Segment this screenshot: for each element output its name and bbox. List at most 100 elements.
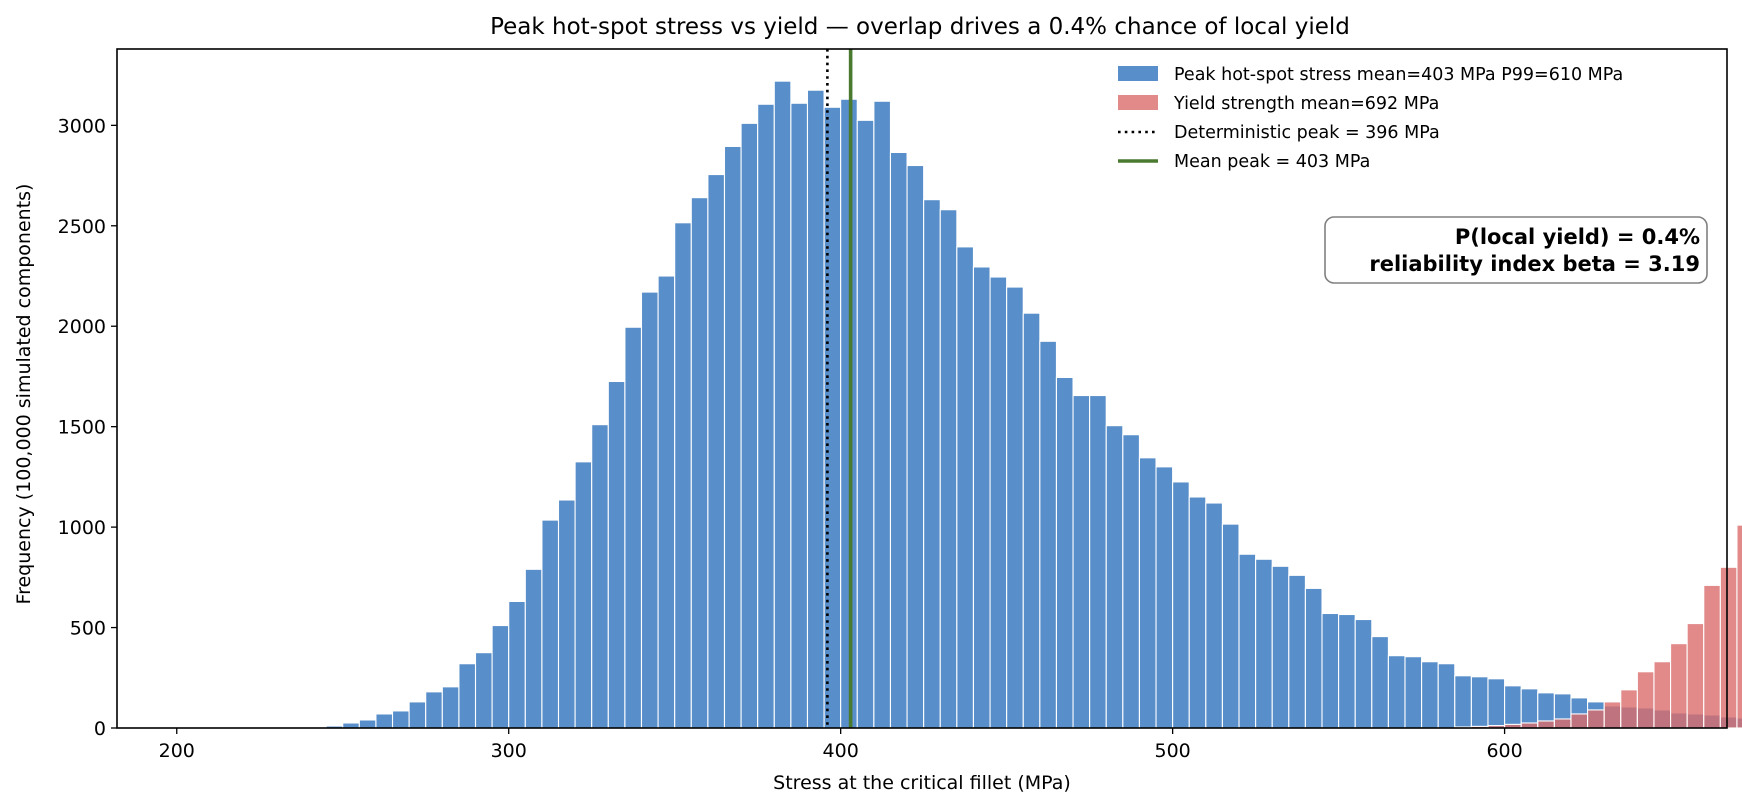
- histogram-bar-series-1: [524, 568, 543, 729]
- histogram-bar-series-1: [906, 164, 925, 729]
- histogram-bar-series-1: [591, 424, 609, 729]
- histogram-bar-series-1: [923, 199, 941, 729]
- histogram-bar-series-2: [1703, 584, 1721, 729]
- annotation-line-2: reliability index beta = 3.19: [1369, 252, 1700, 276]
- histogram-bar-series-1: [1006, 286, 1024, 729]
- histogram-bar-series-2: [1636, 671, 1655, 729]
- x-tick-label: 500: [1154, 740, 1190, 762]
- bars-layer: [308, 80, 1742, 729]
- histogram-bar-series-1: [873, 100, 892, 729]
- histogram-bar-series-1: [773, 80, 792, 729]
- annotation-frame: [1324, 216, 1708, 284]
- histogram-bar-series-1: [1172, 481, 1190, 729]
- histogram-bar-series-1: [1454, 675, 1472, 729]
- histogram-bar-series-1: [391, 710, 410, 729]
- histogram-bar-series-1: [425, 691, 443, 729]
- histogram-bar-series-1: [1255, 558, 1273, 729]
- histogram-bar-series-1: [956, 246, 975, 729]
- histogram-bar-series-1: [458, 663, 477, 729]
- histogram-bar-series-1: [972, 266, 991, 729]
- histogram-bar-series-1: [674, 222, 692, 729]
- histogram-bar-series-1: [1504, 685, 1522, 729]
- histogram-bar-series-1: [541, 519, 560, 729]
- histogram-bar-series-1: [1238, 553, 1257, 729]
- histogram-bar-series-1: [624, 326, 643, 729]
- histogram-bar-series-1: [1155, 466, 1174, 729]
- histogram-bar-series-1: [1288, 574, 1306, 729]
- histogram-bar-series-1: [939, 209, 958, 729]
- histogram-bar-series-1: [557, 499, 576, 729]
- histogram-bar-series-1: [607, 380, 626, 729]
- histogram-bar-series-1: [806, 89, 825, 729]
- legend-label-mean-peak: Mean peak = 403 MPa: [1174, 152, 1370, 172]
- histogram-bar-series-1: [1421, 661, 1439, 729]
- legend: Peak hot-spot stress mean=403 MPa P99=61…: [1118, 65, 1623, 172]
- histogram-bar-series-1: [1437, 663, 1456, 729]
- histogram-bar-series-2: [1620, 689, 1638, 729]
- ticks-layer: 200 300 400 500 600 0 500 1000 1500 2000 2500 3000: [58, 115, 1523, 762]
- annotation-line-1: P(local yield) = 0.4%: [1455, 225, 1700, 249]
- histogram-bar-series-1: [790, 102, 809, 729]
- histogram-bar-series-1: [1022, 312, 1041, 729]
- histogram-bar-series-1: [1089, 394, 1107, 729]
- legend-label-series-1: Peak hot-spot stress mean=403 MPa P99=61…: [1174, 65, 1623, 85]
- histogram-bar-series-1: [740, 122, 759, 729]
- legend-swatch-series-1: [1118, 66, 1158, 81]
- histogram-bar-series-2: [1603, 701, 1622, 729]
- histogram-bar-series-2: [1686, 622, 1705, 729]
- histogram-bar-series-1: [1138, 457, 1157, 729]
- y-tick-label: 3000: [58, 115, 106, 137]
- histogram-bar-series-2: [1736, 524, 1742, 729]
- x-axis-label: Stress at the critical fillet (MPa): [773, 772, 1071, 794]
- histogram-bar-series-1: [690, 197, 709, 729]
- histogram-bar-series-1: [1520, 688, 1539, 729]
- x-tick-label: 600: [1486, 740, 1522, 762]
- histogram-bar-series-1: [1055, 376, 1074, 729]
- histogram-bar-series-1: [1338, 613, 1356, 729]
- histogram-bar-series-2: [1587, 709, 1605, 729]
- histogram-bar-series-1: [757, 103, 775, 729]
- y-tick-label: 2500: [58, 216, 106, 238]
- histogram-bar-series-1: [474, 652, 493, 729]
- x-tick-label: 400: [823, 740, 859, 762]
- histogram-bar-series-1: [1354, 618, 1373, 729]
- plot-frame: [116, 48, 1728, 729]
- histogram-bar-series-1: [1221, 523, 1240, 729]
- y-tick-label: 0: [94, 718, 106, 740]
- legend-swatch-series-2: [1118, 95, 1158, 110]
- y-axis-label: Frequency (100,000 simulated components): [13, 184, 35, 605]
- legend-label-deterministic-peak: Deterministic peak = 396 MPa: [1174, 123, 1440, 143]
- histogram-bar-series-1: [1487, 678, 1506, 729]
- histogram-bar-series-1: [1371, 636, 1389, 729]
- histogram-bar-series-1: [1039, 340, 1057, 729]
- histogram-bar-series-1: [358, 719, 377, 729]
- histogram-bar-series-2: [1570, 713, 1589, 729]
- histogram-bar-series-1: [1105, 425, 1124, 729]
- histogram-bar-series-1: [856, 119, 875, 729]
- histogram-bar-series-1: [375, 713, 394, 729]
- histogram-bar-series-2: [1553, 718, 1572, 729]
- histogram-bar-series-1: [1122, 434, 1140, 729]
- histogram-bar-series-2: [1719, 566, 1738, 729]
- chart-title: Peak hot-spot stress vs yield — overlap …: [490, 14, 1350, 40]
- y-tick-label: 1500: [58, 417, 106, 439]
- histogram-bar-series-1: [889, 151, 908, 729]
- histogram-bar-series-1: [1387, 655, 1406, 729]
- histogram-bar-series-1: [1072, 394, 1091, 729]
- histogram-bar-series-2: [1653, 661, 1672, 729]
- annotation-box: P(local yield) = 0.4% reliability index …: [1324, 216, 1708, 284]
- histogram-bar-series-1: [1188, 496, 1207, 729]
- histogram-bar-series-1: [491, 624, 510, 729]
- histogram-bar-series-1: [640, 291, 659, 729]
- x-tick-label: 200: [159, 740, 195, 762]
- histogram-bar-series-1: [508, 600, 526, 729]
- y-tick-label: 500: [70, 618, 106, 640]
- y-tick-label: 1000: [58, 517, 106, 539]
- histogram-bar-series-2: [1537, 720, 1555, 729]
- histogram-bar-series-1: [723, 145, 742, 729]
- histogram-bar-series-1: [657, 275, 676, 729]
- histogram-bar-series-1: [408, 701, 427, 729]
- y-tick-label: 2000: [58, 316, 106, 338]
- histogram-bar-series-1: [1304, 587, 1323, 729]
